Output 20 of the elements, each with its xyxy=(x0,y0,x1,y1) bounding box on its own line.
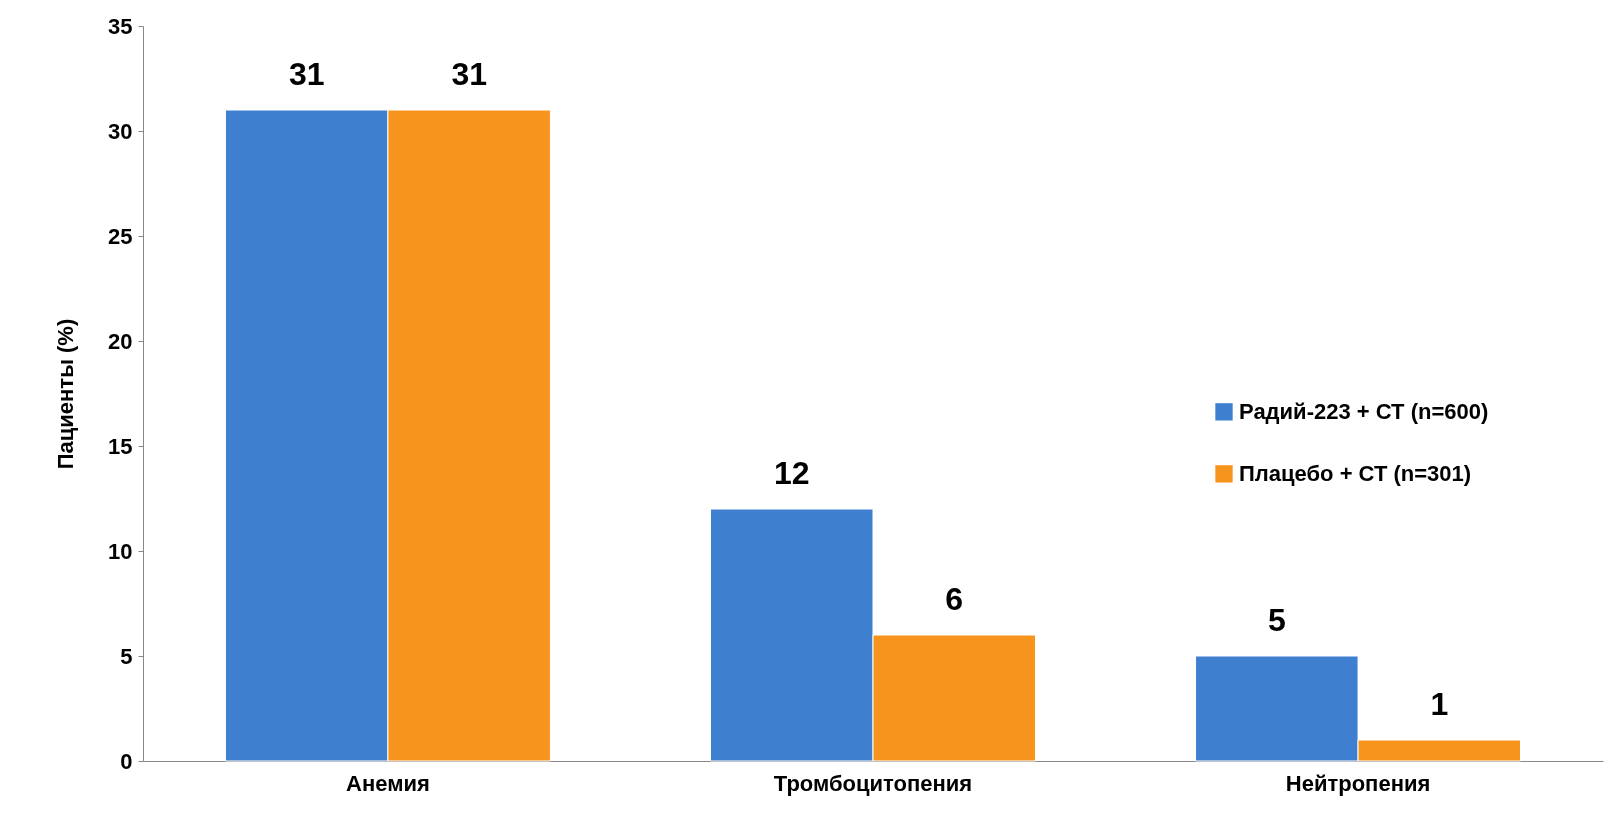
y-tick-label: 35 xyxy=(108,13,133,39)
x-tick-label: Нейтропения xyxy=(1285,770,1431,796)
data-label: 31 xyxy=(288,56,325,92)
data-label: 6 xyxy=(945,581,964,617)
data-label: 31 xyxy=(451,56,487,92)
data-label: 5 xyxy=(1267,602,1286,638)
legend-label: Радий-223 + СТ (n=600) xyxy=(1239,398,1489,424)
data-label: 12 xyxy=(773,455,810,491)
y-tick-label: 5 xyxy=(120,643,133,669)
y-tick-label: 10 xyxy=(108,538,133,564)
y-tick-label: 15 xyxy=(108,433,133,459)
y-tick-label: 0 xyxy=(120,748,133,774)
x-tick-label: Анемия xyxy=(346,770,430,796)
x-tick-label: Тромбоцитопения xyxy=(773,770,973,796)
y-tick-label: 25 xyxy=(108,223,133,249)
y-tick-label: 30 xyxy=(108,118,133,144)
y-tick-label: 20 xyxy=(108,328,133,354)
y-axis-title: Пациенты (%) xyxy=(53,318,79,470)
data-label: 1 xyxy=(1430,686,1449,722)
legend-label: Плацебо + СТ (n=301) xyxy=(1239,460,1472,486)
